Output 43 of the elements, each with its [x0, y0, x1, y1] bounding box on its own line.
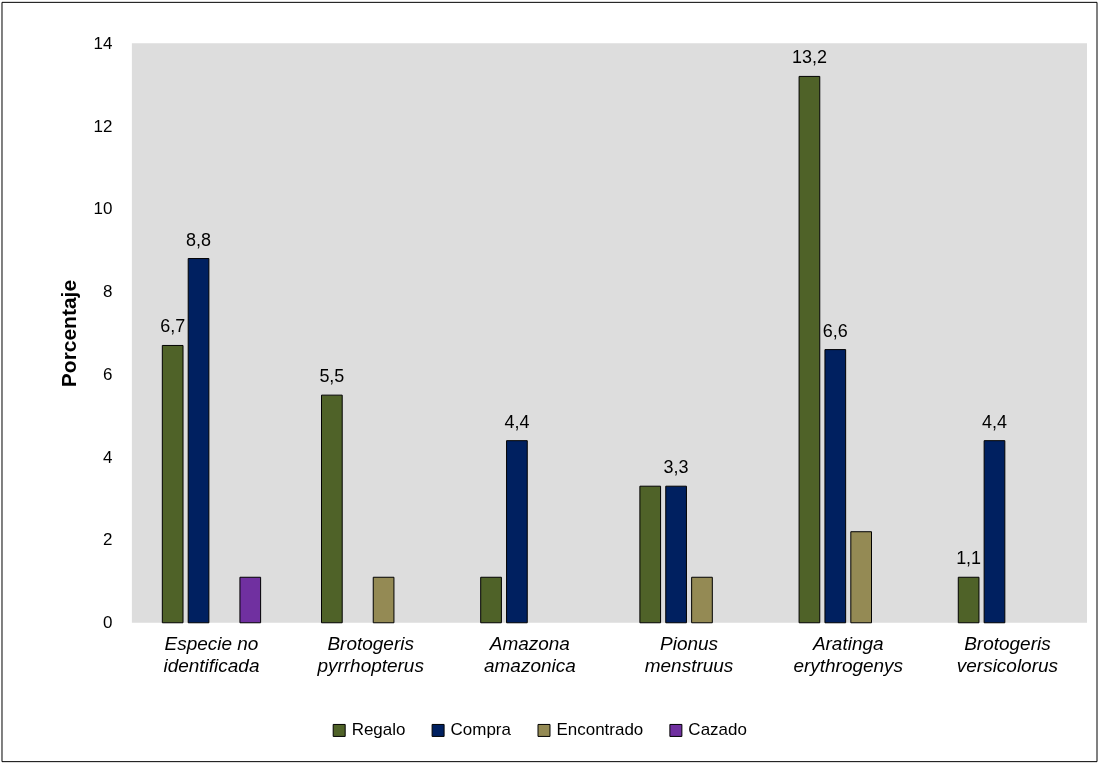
bar	[187, 258, 210, 624]
bar	[983, 440, 1006, 624]
bar	[798, 75, 821, 624]
x-tick-label: Especie no identificada	[163, 633, 260, 677]
x-tick-label: Aratinga erythrogenys	[793, 633, 904, 677]
y-tick-label: 14	[93, 33, 113, 53]
bar	[665, 485, 687, 624]
bar	[957, 576, 980, 624]
y-tick-label: 8	[102, 282, 113, 302]
legend-label: Compra	[450, 720, 512, 740]
data-label: 4,4	[981, 411, 1007, 432]
y-tick-label: 10	[93, 199, 113, 219]
x-tick-label: Pionus menstruus	[644, 633, 734, 677]
data-label: 13,2	[791, 47, 827, 68]
y-tick-label: 6	[102, 364, 113, 384]
bar	[850, 531, 873, 624]
y-tick-label: 0	[102, 613, 113, 633]
bar	[506, 440, 528, 624]
bar	[161, 344, 184, 624]
y-tick-label: 12	[93, 116, 113, 136]
bar	[372, 576, 395, 624]
x-tick-label: Brotogeris versicolorus	[956, 633, 1059, 677]
y-axis-title: Porcentaje	[56, 279, 80, 388]
data-label: 1,1	[956, 548, 982, 569]
bar	[321, 394, 343, 624]
data-label: 8,8	[186, 229, 212, 250]
data-label: 6,7	[160, 316, 186, 337]
bar	[239, 576, 262, 624]
legend-label: Encontrado	[556, 720, 644, 740]
bar	[691, 576, 713, 624]
legend-label: Regalo	[351, 720, 406, 740]
bar	[639, 485, 662, 624]
bar	[824, 349, 847, 624]
bar	[480, 576, 502, 624]
data-label: 4,4	[504, 411, 530, 432]
legend-label: Cazado	[688, 720, 747, 740]
data-label: 6,6	[822, 320, 848, 341]
data-label: 5,5	[319, 366, 345, 387]
y-tick-label: 2	[102, 530, 113, 550]
data-label: 3,3	[663, 457, 689, 478]
y-tick-label: 4	[102, 447, 113, 467]
x-tick-label: Brotogeris pyrrhopterus	[316, 633, 425, 677]
x-tick-label: Amazona amazonica	[483, 633, 576, 677]
